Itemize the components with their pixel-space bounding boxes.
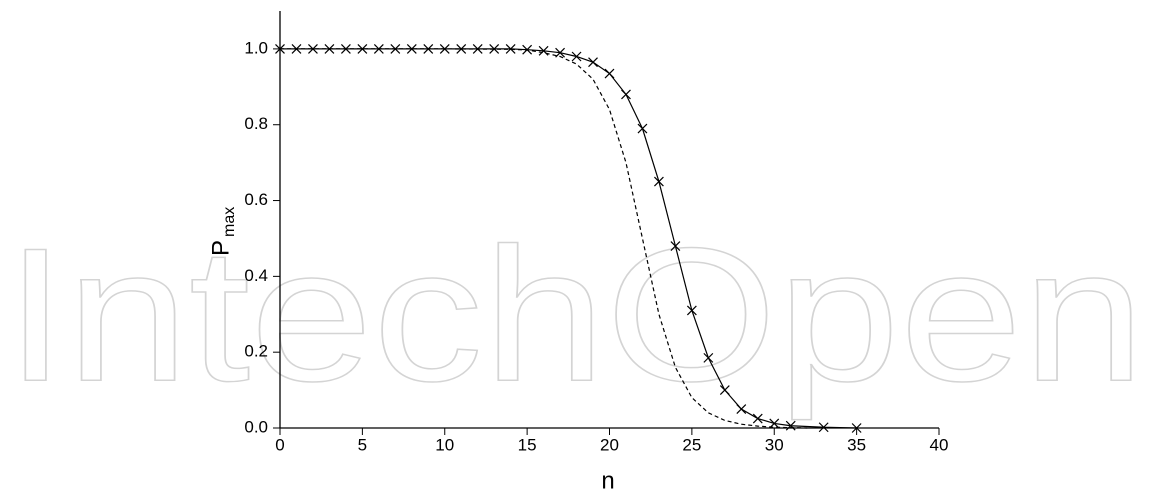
x-tick-label: 20 — [600, 435, 619, 454]
cross-marker — [505, 43, 516, 54]
series-line — [280, 48, 857, 429]
x-tick-label: 5 — [358, 435, 367, 454]
y-tick-label: 0.8 — [244, 114, 268, 133]
cross-marker — [818, 422, 829, 433]
cross-marker — [588, 57, 598, 68]
x-axis-label: n — [601, 467, 614, 494]
cross-marker — [851, 423, 862, 433]
cross-marker — [719, 385, 730, 396]
cross-marker — [621, 89, 631, 100]
cross-marker — [604, 68, 615, 79]
cross-marker — [555, 47, 565, 58]
cross-marker — [785, 420, 796, 431]
cross-marker — [654, 176, 664, 187]
y-tick-label: 0.2 — [244, 342, 268, 361]
x-tick-label: 15 — [518, 435, 537, 454]
x-tick-label: 35 — [847, 435, 866, 454]
y-label-main: P — [207, 240, 234, 256]
cross-marker — [308, 43, 318, 54]
watermark: IntechOpen — [5, 209, 1145, 421]
cross-marker — [637, 123, 648, 134]
y-label-sub: max — [221, 207, 238, 237]
cross-marker — [406, 43, 417, 54]
x-tick-label: 25 — [682, 435, 701, 454]
cross-marker — [686, 305, 697, 316]
y-axis-label: P max — [207, 207, 238, 256]
y-tick-label: 0.0 — [244, 417, 268, 436]
series-line — [280, 48, 808, 429]
cross-marker — [670, 241, 681, 251]
y-tick-label: 0.4 — [244, 266, 268, 285]
cross-marker — [489, 43, 500, 54]
y-tick-label: 1.0 — [244, 38, 268, 57]
cross-marker — [703, 352, 714, 363]
cross-marker — [456, 43, 467, 54]
cross-marker — [571, 51, 582, 62]
x-tick-label: 10 — [435, 435, 454, 454]
x-tick-label: 40 — [930, 435, 949, 454]
cross-marker — [752, 413, 763, 424]
cross-marker — [736, 404, 747, 414]
x-tick-label: 0 — [275, 435, 284, 454]
y-tick-label: 0.6 — [244, 190, 268, 209]
x-tick-label: 30 — [765, 435, 784, 454]
cross-marker — [357, 43, 368, 54]
